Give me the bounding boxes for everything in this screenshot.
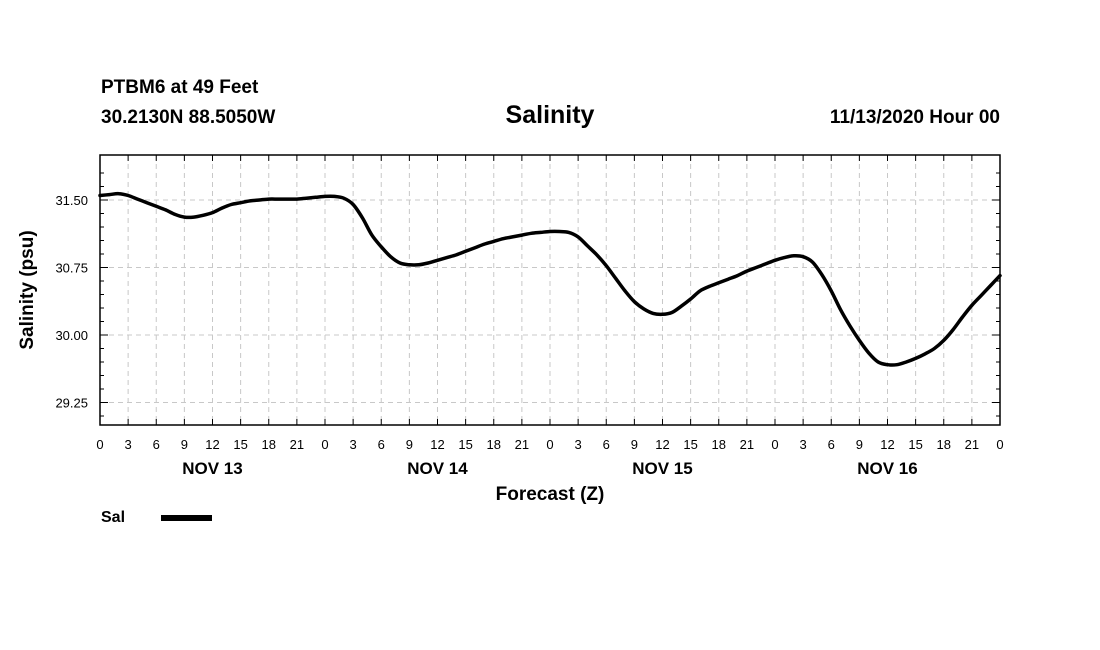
y-tick-label: 31.50: [55, 193, 88, 208]
x-tick-label: 15: [908, 437, 922, 452]
x-tick-label: 15: [233, 437, 247, 452]
plot-frame: [99, 154, 1001, 426]
x-tick-label: 21: [965, 437, 979, 452]
x-tick-label: 12: [880, 437, 894, 452]
x-tick-label: 15: [458, 437, 472, 452]
legend-label-sal: Sal: [101, 509, 126, 526]
x-axis-title: Forecast (Z): [496, 484, 605, 505]
day-label: NOV 15: [632, 459, 692, 478]
y-axis-title: Salinity (psu): [17, 230, 38, 349]
x-tick-label: 15: [683, 437, 697, 452]
x-tick-label: 0: [996, 437, 1003, 452]
axes: 0 3 6 9 12 15 18 21 0 3 6 9 12 15 18 21 0 3 6 9 12 15 18 21 0 3 6 9…: [55, 155, 1004, 478]
x-tick-label: 3: [800, 437, 807, 452]
legend-swatch-sal: [161, 515, 212, 521]
x-tick-label: 0: [321, 437, 328, 452]
x-tick-label: 12: [655, 437, 669, 452]
x-tick-label: 0: [96, 437, 103, 452]
x-tick-label: 6: [603, 437, 610, 452]
x-tick-label: 3: [575, 437, 582, 452]
series-layer: [98, 191, 1002, 367]
day-label: NOV 16: [857, 459, 917, 478]
x-tick-label: 12: [430, 437, 444, 452]
forecast-datetime: 11/13/2020 Hour 00: [829, 107, 1000, 128]
x-tick-label: 6: [828, 437, 835, 452]
x-tick-label: 9: [856, 437, 863, 452]
station-label: PTBM6 at 49 Feet: [101, 77, 259, 98]
x-tick-label: 9: [406, 437, 413, 452]
legend: Sal: [101, 509, 212, 527]
day-label: NOV 14: [407, 459, 468, 478]
x-tick-label: 0: [771, 437, 778, 452]
x-tick-label: 3: [350, 437, 357, 452]
x-tick-label: 18: [262, 437, 276, 452]
y-tick-label: 29.25: [55, 396, 88, 411]
x-tick-label: 12: [205, 437, 219, 452]
x-tick-label: 6: [378, 437, 385, 452]
y-tick-label: 30.00: [55, 328, 88, 343]
x-tick-label: 18: [937, 437, 951, 452]
y-tick-label: 30.75: [55, 261, 88, 276]
x-tick-label: 18: [487, 437, 501, 452]
chart-title: Salinity: [505, 101, 595, 129]
x-tick-label: 3: [125, 437, 132, 452]
x-tick-label: 9: [181, 437, 188, 452]
x-tick-label: 18: [712, 437, 726, 452]
coordinates-label: 30.2130N 88.5050W: [101, 107, 276, 128]
x-tick-label: 6: [153, 437, 160, 452]
series-line-sal: [98, 191, 1002, 367]
x-tick-label: 0: [546, 437, 553, 452]
x-tick-label: 21: [740, 437, 754, 452]
day-label: NOV 13: [182, 459, 242, 478]
grid: [100, 155, 1000, 425]
x-tick-label: 21: [515, 437, 529, 452]
x-tick-label: 21: [290, 437, 304, 452]
x-tick-label: 9: [631, 437, 638, 452]
